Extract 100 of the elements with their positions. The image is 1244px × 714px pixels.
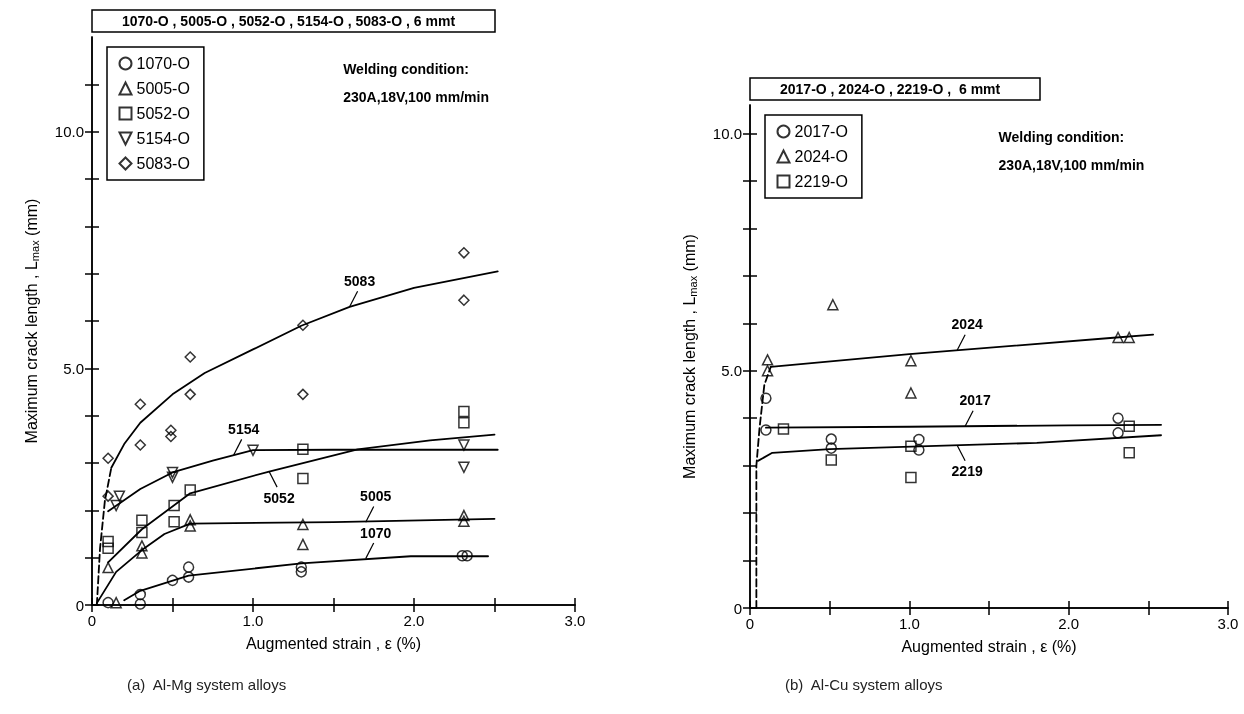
- point: [456, 550, 469, 562]
- annotation: 5154: [228, 420, 260, 437]
- point: [458, 294, 470, 306]
- annotation: Welding condition:: [343, 61, 469, 77]
- legend-label: 5154-O: [136, 130, 190, 147]
- point: [458, 439, 470, 451]
- point: [165, 424, 177, 437]
- point: [110, 499, 122, 512]
- annotation: 2017: [959, 392, 991, 409]
- y-tick-label: 0: [733, 599, 742, 617]
- legend-label: 5005-O: [136, 80, 190, 97]
- legend-label: 2219-O: [794, 173, 848, 190]
- point: [184, 514, 196, 526]
- point: [777, 423, 790, 435]
- point: [297, 518, 309, 531]
- point: [295, 561, 308, 573]
- point: [168, 515, 180, 528]
- point: [134, 588, 147, 601]
- point: [760, 392, 772, 405]
- point: [458, 509, 470, 522]
- point: [905, 471, 917, 484]
- point: [297, 472, 309, 485]
- annotation: Welding condition:: [998, 129, 1125, 145]
- point: [295, 566, 308, 578]
- point: [825, 442, 838, 454]
- point: [182, 571, 195, 583]
- point: [134, 439, 147, 451]
- x-tick-label: 1.0: [898, 615, 920, 632]
- x-tick-label: 3.0: [564, 612, 586, 629]
- point: [102, 452, 114, 465]
- point: [761, 354, 774, 366]
- point: [1112, 331, 1124, 344]
- annotation: 230A,18V,100 mm/min: [998, 157, 1145, 173]
- point: [110, 596, 122, 609]
- point: [297, 443, 309, 456]
- point: [761, 364, 774, 377]
- point: [905, 387, 917, 399]
- point: [825, 433, 838, 445]
- y-tick-label: 10.0: [712, 124, 742, 142]
- point: [1112, 412, 1124, 424]
- annotation: 230A,18V,100 mm/min: [343, 89, 489, 105]
- point: [905, 355, 917, 367]
- point: [184, 520, 196, 532]
- text: (b) Al-Cu system alloys: [785, 676, 943, 693]
- point: [113, 490, 126, 502]
- point: [1123, 331, 1135, 344]
- point: [913, 433, 925, 446]
- point: [825, 454, 838, 466]
- point: [136, 514, 148, 527]
- point: [168, 499, 180, 512]
- point: [136, 547, 148, 559]
- point: [458, 515, 470, 527]
- point: [827, 299, 839, 311]
- legend-label: 1070-O: [136, 55, 190, 72]
- point: [136, 526, 148, 539]
- x-axis-title: Augmented strain , ε (%): [901, 637, 1077, 655]
- annotation: 5005: [360, 488, 392, 505]
- point: [297, 538, 309, 551]
- legend-label: 2017-O: [794, 123, 848, 140]
- point: [102, 490, 114, 502]
- point: [165, 430, 177, 443]
- x-tick-label: 0: [87, 612, 97, 629]
- point: [184, 388, 196, 401]
- legend-label: 2024-O: [794, 148, 848, 165]
- point: [297, 319, 309, 332]
- point: [182, 561, 195, 573]
- x-tick-label: 3.0: [1217, 615, 1239, 632]
- annotation: 5083: [344, 272, 376, 289]
- y-tick-label: 10.0: [54, 123, 84, 141]
- point: [184, 484, 196, 496]
- point: [102, 596, 114, 609]
- point: [461, 550, 473, 562]
- point: [1123, 420, 1135, 433]
- point: [905, 440, 917, 452]
- point: [102, 561, 114, 574]
- annotation: 5052: [263, 489, 295, 506]
- point: [458, 405, 470, 418]
- point: [166, 471, 179, 483]
- point: [458, 247, 470, 259]
- y-tick-label: 5.0: [721, 362, 742, 380]
- x-tick-label: 2.0: [1058, 615, 1080, 632]
- annotation: 1070: [360, 524, 392, 541]
- point: [458, 461, 470, 474]
- point: [760, 424, 772, 436]
- point: [134, 398, 147, 411]
- annotation: 2024: [951, 316, 983, 333]
- point: [184, 351, 196, 363]
- point: [458, 417, 470, 429]
- legend-label: 5083-O: [136, 155, 190, 172]
- point: [1112, 427, 1124, 439]
- point: [134, 598, 147, 610]
- chart-title: 2017-O , 2024-O , 2219-O , 6 mmt: [780, 81, 1001, 97]
- y-axis-title: Maximum crack length , Lmax (mm): [681, 234, 699, 479]
- chart-title: 1070-O , 5005-O , 5052-O , 5154-O , 5083-O , 6 mmt: [122, 13, 456, 29]
- point: [166, 574, 179, 587]
- y-tick-label: 0: [75, 596, 84, 614]
- point: [913, 444, 925, 456]
- point: [166, 466, 179, 479]
- point: [136, 540, 148, 552]
- x-tick-label: 1.0: [242, 612, 264, 629]
